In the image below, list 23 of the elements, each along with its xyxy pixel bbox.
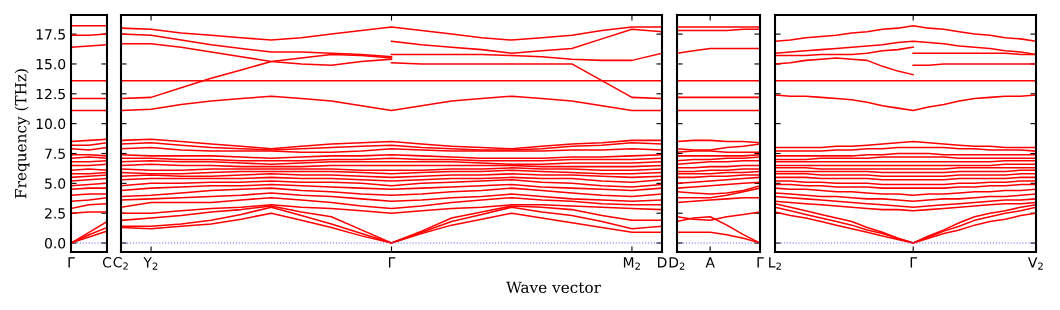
y-tick-label: 12.5 (36, 88, 65, 100)
x-axis-title: Wave vector (506, 281, 601, 294)
x-tick-label: A (705, 257, 715, 268)
x-tick-label: Y$_{2}$ (143, 257, 158, 270)
y-tick-label: 0.0 (44, 238, 66, 249)
x-tick-label: Γ (910, 257, 917, 268)
x-tick-label: V$_{2}$ (1027, 257, 1043, 270)
x-tick-label: D$_{2}$ (669, 257, 685, 270)
x-tick-label: Γ (388, 257, 396, 268)
y-tick-label: 17.5 (36, 29, 65, 40)
x-tick-label: C (102, 257, 112, 268)
y-axis-title: Frequency (THz) (14, 69, 30, 199)
y-tick-label: 2.5 (45, 208, 65, 219)
x-tick-label: D (658, 257, 667, 268)
y-tick-label: 7.5 (45, 148, 65, 159)
x-tick-label: L$_{2}$ (769, 257, 781, 270)
x-tick-label: M$_{2}$ (623, 257, 640, 270)
x-tick-label: C$_{2}$ (113, 257, 128, 270)
x-tick-label: Γ (757, 257, 764, 268)
y-tick-label: 10.0 (36, 118, 66, 130)
y-tick-label: 5.0 (45, 178, 66, 189)
y-tick-label: 15.0 (36, 58, 66, 70)
x-tick-label: Γ (68, 257, 75, 268)
